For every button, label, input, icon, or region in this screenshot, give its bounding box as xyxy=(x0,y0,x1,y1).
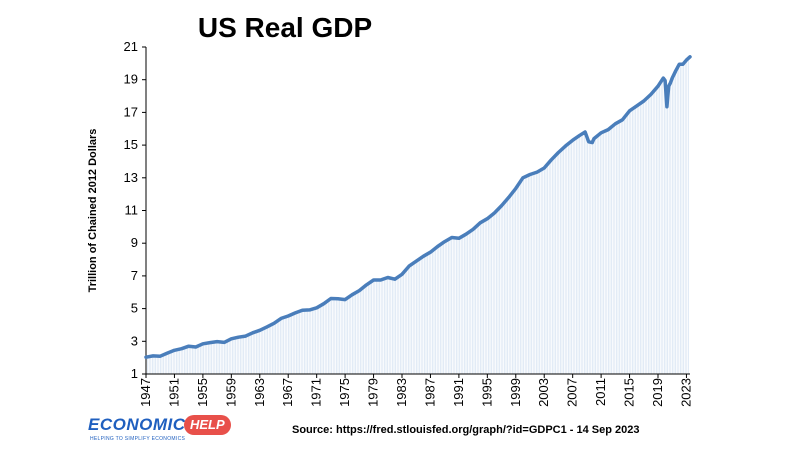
x-tick-label: 1951 xyxy=(166,378,181,407)
x-tick-label: 1979 xyxy=(366,378,381,407)
x-tick-label: 1991 xyxy=(451,378,466,407)
chart-title: US Real GDP xyxy=(197,12,373,43)
x-tick-label: 1967 xyxy=(280,378,295,407)
y-tick-label: 11 xyxy=(125,203,139,218)
series-line-layer xyxy=(144,55,692,359)
y-tick-label: 9 xyxy=(131,235,138,250)
x-tick-label: 2019 xyxy=(650,378,665,407)
gdp-series-line xyxy=(144,55,692,359)
y-tick-label: 21 xyxy=(124,39,138,54)
x-tick-label: 2003 xyxy=(536,378,551,407)
x-tick-label: 2015 xyxy=(622,378,637,407)
economics-help-logo: ECONOMICS HELP HELPING TO SIMPLIFY ECONO… xyxy=(88,413,248,447)
x-tick-label: 1987 xyxy=(422,378,437,407)
y-tick-label: 1 xyxy=(131,366,138,381)
x-tick-label: 2007 xyxy=(565,378,580,407)
y-tick-label: 19 xyxy=(124,72,138,87)
x-tick-label: 2023 xyxy=(678,378,693,407)
logo-wordmark: ECONOMICS xyxy=(88,415,198,434)
logo-badge: HELP xyxy=(184,415,231,435)
logo-tagline: HELPING TO SIMPLIFY ECONOMICS xyxy=(90,436,186,442)
y-tick-label: 7 xyxy=(131,268,138,283)
y-tick-label: 5 xyxy=(131,301,138,316)
x-tick-label: 1983 xyxy=(394,378,409,407)
x-tick-label: 1971 xyxy=(309,378,324,407)
area-fill-layer xyxy=(145,58,689,374)
y-tick-label: 3 xyxy=(131,333,138,348)
x-tick-label: 1963 xyxy=(252,378,267,407)
x-tick-label: 2011 xyxy=(593,378,608,406)
x-tick-label: 1995 xyxy=(479,378,494,407)
source-note: Source: https://fred.stlouisfed.org/grap… xyxy=(292,424,640,436)
x-tick-label: 1947 xyxy=(138,378,153,407)
y-tick-label: 13 xyxy=(124,170,138,185)
x-tick-label: 1999 xyxy=(508,378,523,407)
y-tick-label: 15 xyxy=(124,137,138,152)
y-axis-label: Trillion of Chained 2012 Dollars xyxy=(87,129,99,293)
x-tick-label: 1975 xyxy=(337,378,352,407)
axes xyxy=(142,46,690,378)
x-tick-label: 1955 xyxy=(195,378,210,407)
y-tick-label: 17 xyxy=(124,104,138,119)
x-tick-label: 1959 xyxy=(223,378,238,407)
